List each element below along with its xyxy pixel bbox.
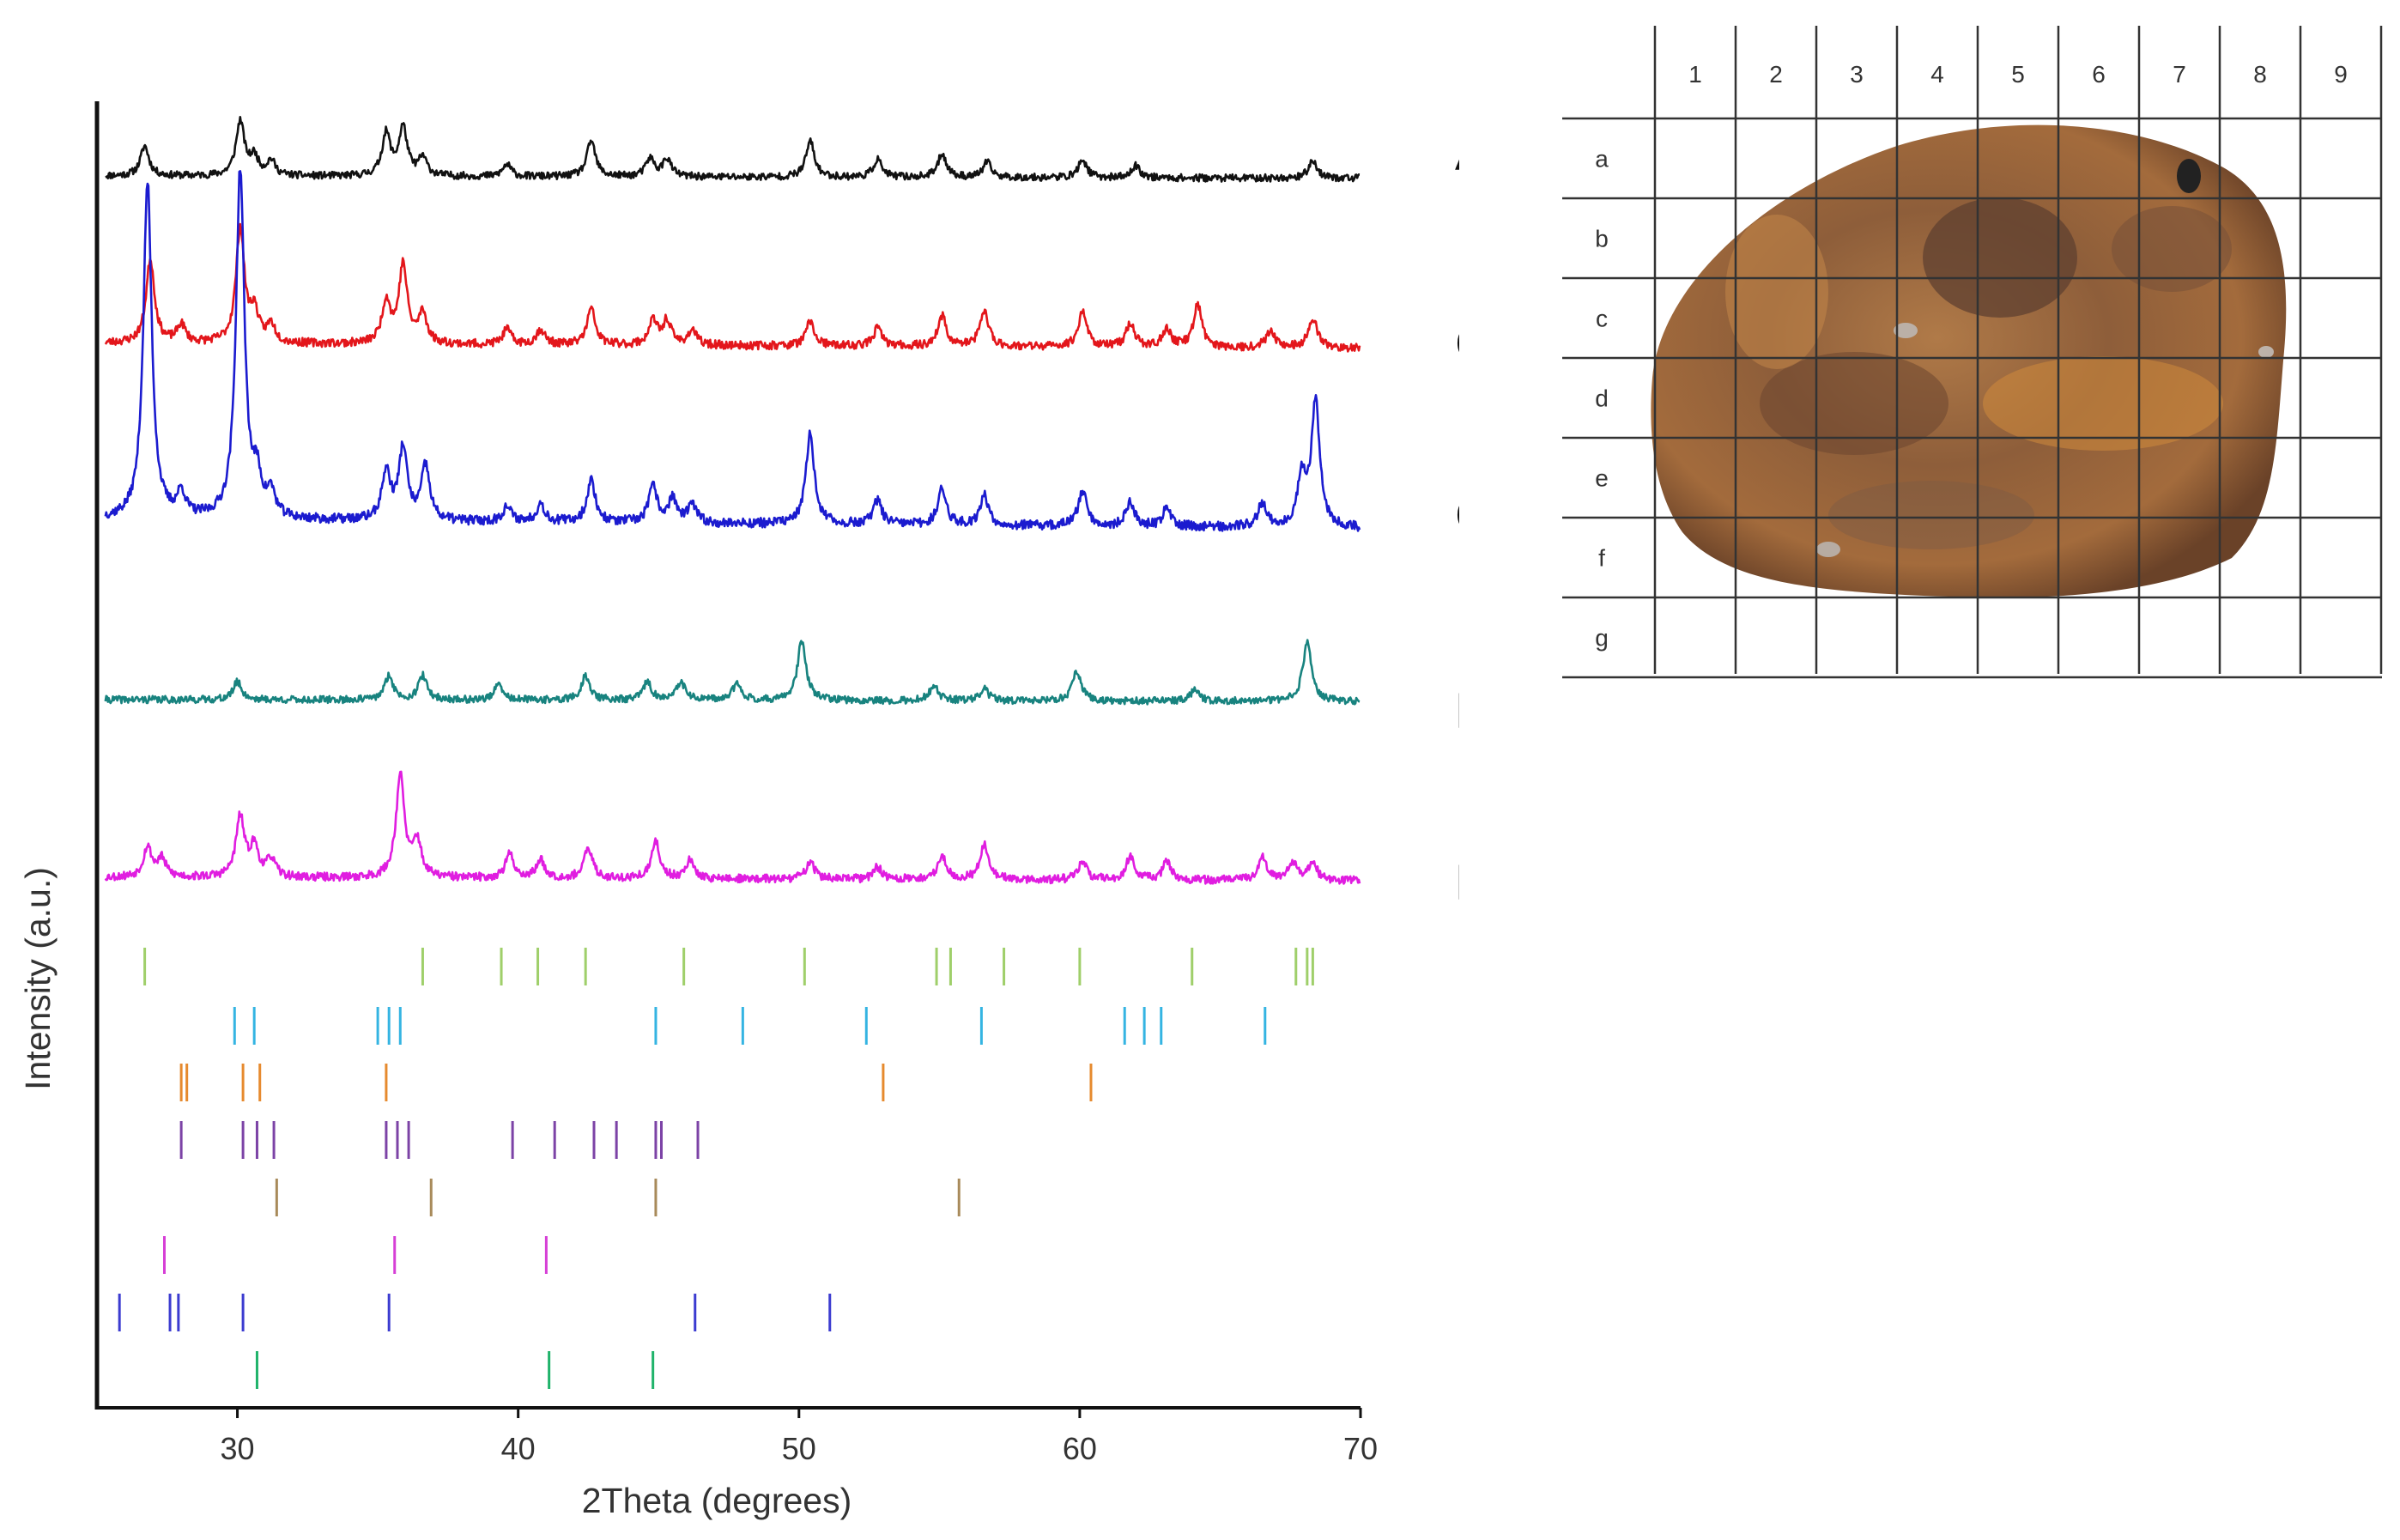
x-ticks: 30 40 50 60 70 [221,1408,1378,1466]
xrd-chart: 30 40 50 60 70 2Theta (degrees) Intensity (a… [18,101,1459,1520]
trace-c8 [104,170,1361,532]
y-axis-label: Intensity (a.u.) [18,867,58,1090]
sample-grid-labels: 1 2 3 4 5 6 7 8 9 a b c d e f g [1595,61,2348,652]
x-tick-label: 60 [1063,1431,1097,1466]
x-axis-label: 2Theta (degrees) [582,1481,852,1520]
grid-col-label: 5 [2011,61,2025,88]
series-label-c6: C6 [1455,316,1459,372]
grid-col-label: 6 [2092,61,2106,88]
trace-f6 [104,770,1361,885]
chart-axes [94,101,1361,1410]
grid-row-label: d [1595,385,1609,412]
series-label-f3: F3 [1455,683,1459,739]
grid-col-label: 7 [2173,61,2186,88]
grid-row-label: e [1595,465,1609,492]
grid-row-label: c [1596,306,1608,332]
grid-row-label: b [1595,226,1609,252]
grid-col-label: 1 [1688,61,1702,88]
specimen-image [1651,124,2287,598]
x-tick-label: 70 [1343,1431,1378,1466]
grid-row-label: a [1595,146,1609,173]
grid-col-label: 8 [2253,61,2267,88]
grid-row-label: g [1595,625,1609,652]
x-tick-label: 50 [782,1431,816,1466]
x-tick-label: 30 [221,1431,255,1466]
xrd-traces [104,116,1361,885]
trace-a7 [105,116,1361,183]
series-labels: A7 C6 C8 F3 F6 [1455,125,1459,911]
series-label-f6: F6 [1455,855,1459,911]
sample-grid [1562,26,2383,679]
grid-col-label: 4 [1930,61,1944,88]
grid-col-label: 3 [1850,61,1864,88]
series-label-a7: A7 [1455,125,1459,181]
series-label-c8: C8 [1455,488,1459,543]
grid-col-label: 2 [1769,61,1783,88]
trace-f3 [104,639,1361,706]
grid-row-label: f [1598,545,1605,572]
reference-markers [118,948,1314,1389]
trace-c6 [104,222,1361,353]
x-tick-label: 40 [501,1431,536,1466]
grid-col-label: 9 [2334,61,2348,88]
